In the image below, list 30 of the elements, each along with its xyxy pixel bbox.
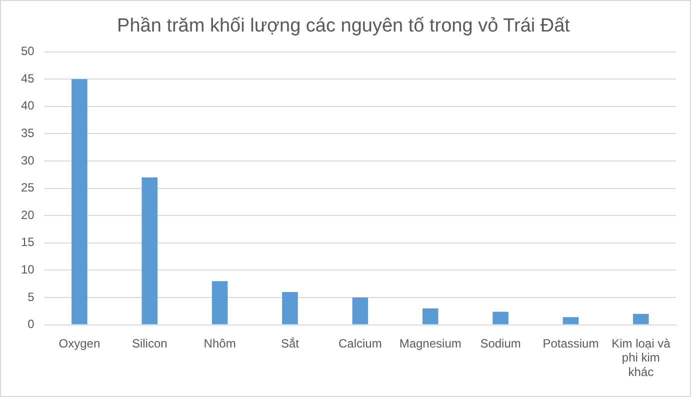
y-tick-label: 30 — [20, 153, 35, 168]
y-tick-label: 10 — [20, 262, 35, 277]
y-tick-label: 35 — [20, 126, 35, 140]
y-tick-label: 5 — [28, 290, 35, 304]
bar — [72, 79, 88, 324]
y-tick-label: 50 — [20, 44, 35, 58]
x-tick-label: Potassium — [542, 336, 599, 350]
bar — [352, 298, 368, 324]
bar — [422, 308, 438, 324]
chart-title: Phần trăm khối lượng các nguyên tố trong vỏ Trái Đất — [117, 16, 571, 37]
y-tick-label: 15 — [20, 235, 35, 250]
bar — [633, 314, 649, 324]
bar — [142, 177, 158, 324]
y-tick-label: 0 — [28, 317, 35, 332]
y-tick-label: 45 — [20, 71, 35, 86]
bar — [212, 281, 228, 324]
bar — [282, 292, 298, 324]
bar — [562, 317, 579, 324]
bar — [492, 312, 508, 324]
x-tick-label: Nhôm — [204, 336, 236, 350]
y-tick-label: 20 — [20, 208, 35, 222]
x-tick-label: Kim loại và phi kim khác — [612, 336, 671, 380]
x-tick-label: Silicon — [132, 336, 168, 350]
x-tick-label: Sắt — [280, 336, 300, 350]
x-tick-label: Magnesium — [399, 336, 462, 350]
x-tick-label: Oxygen — [58, 336, 100, 350]
y-tick-label: 25 — [20, 180, 35, 195]
x-tick-label: Sodium — [480, 336, 521, 350]
y-tick-label: 40 — [20, 98, 35, 113]
x-tick-label: Calcium — [338, 336, 382, 350]
